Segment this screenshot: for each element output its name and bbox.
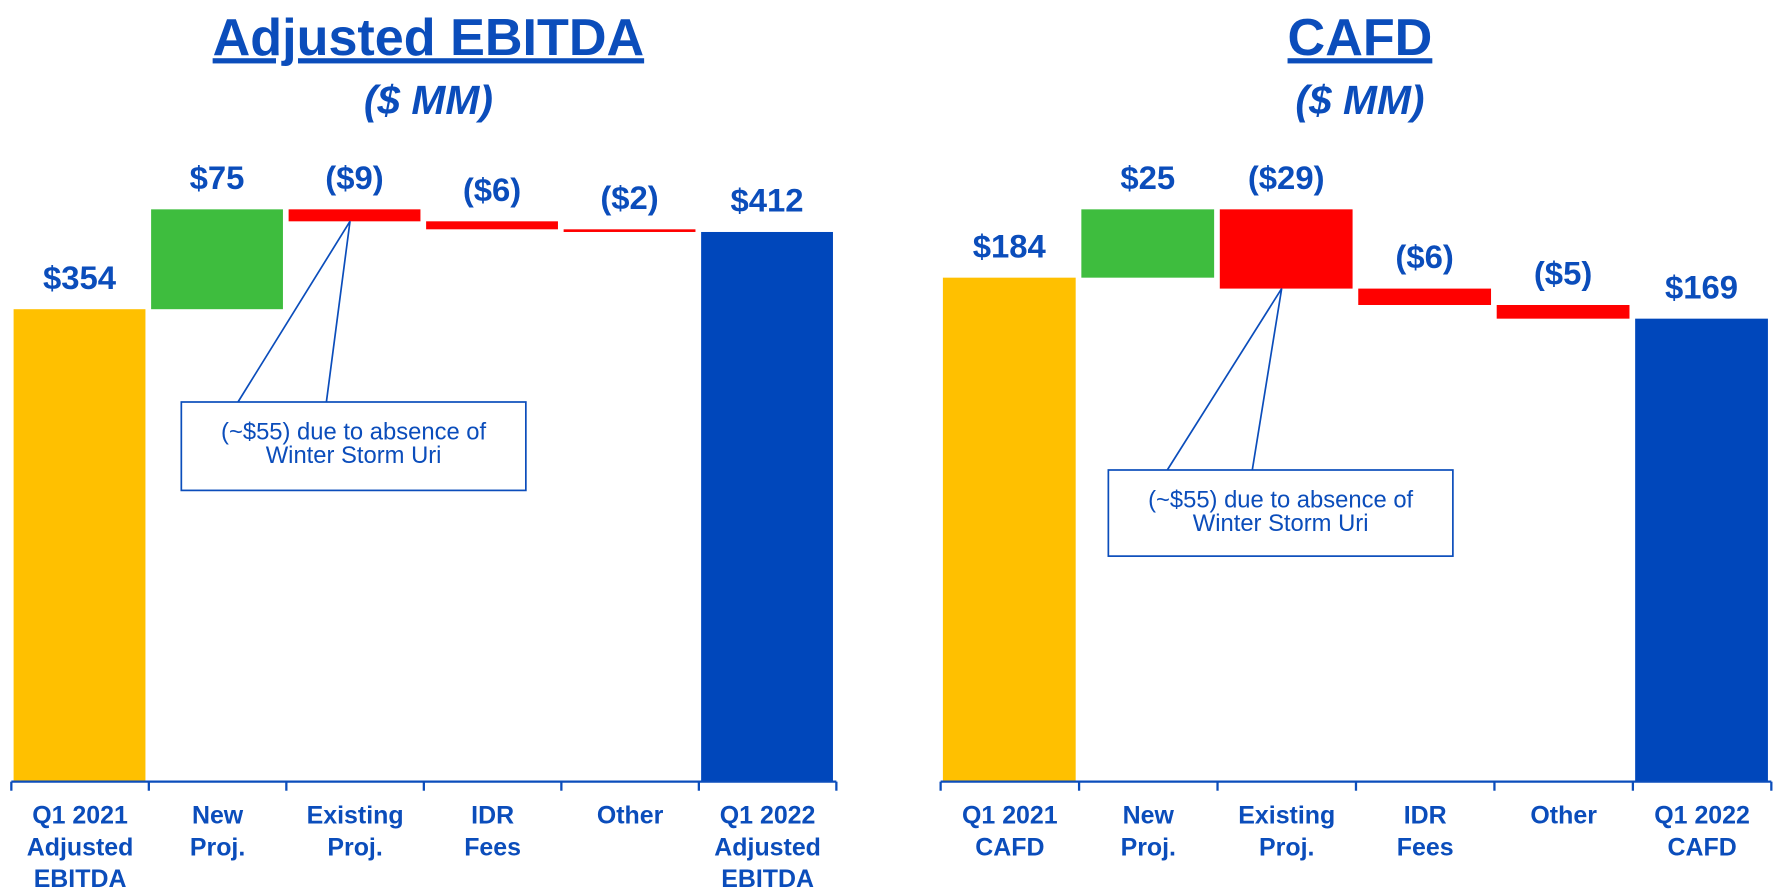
value-label: $75	[190, 159, 245, 196]
value-label: ($5)	[1534, 255, 1592, 292]
bar	[13, 309, 146, 781]
x-tick-label: Q1 2021 Adjusted EBITDA	[27, 802, 134, 889]
value-label: ($6)	[463, 171, 521, 208]
value-label: ($2)	[600, 179, 658, 216]
bar	[151, 209, 283, 310]
value-label: $184	[973, 227, 1047, 264]
callout-box	[1107, 469, 1454, 557]
bar	[1219, 209, 1353, 289]
chart-title: Adjusted EBITDA	[213, 9, 644, 67]
value-label: ($9)	[325, 159, 383, 196]
value-label: ($29)	[1248, 159, 1325, 196]
x-tick-label: IDR Fees	[1397, 802, 1454, 862]
callout-box	[180, 401, 527, 492]
bar	[426, 221, 558, 230]
value-label: $412	[730, 182, 803, 219]
x-tick-label: Q1 2021 CAFD	[962, 802, 1058, 862]
value-label: $354	[43, 259, 117, 296]
annotation: (~$55) due to absence of Winter Storm Uri	[1148, 486, 1413, 537]
chart-title: CAFD	[1288, 9, 1433, 67]
x-tick-label: Other	[1530, 802, 1597, 830]
value-label: ($6)	[1395, 238, 1453, 275]
value-label: $25	[1120, 159, 1175, 196]
value-label: $169	[1665, 268, 1738, 305]
x-tick-label: Other	[597, 802, 664, 830]
x-tick-label: IDR Fees	[464, 802, 521, 862]
bar	[288, 209, 421, 222]
x-tick-label: New Proj.	[1121, 802, 1176, 862]
callout-pointer	[237, 220, 351, 403]
bar	[1081, 209, 1215, 278]
bar	[1358, 288, 1492, 305]
x-tick-label: Q1 2022 Adjusted EBITDA	[714, 802, 821, 889]
bar	[1635, 318, 1768, 781]
callout-pointer	[1166, 288, 1283, 471]
x-tick-label: Existing Proj.	[1238, 802, 1335, 862]
bar	[701, 231, 833, 781]
chart-subtitle: ($ MM)	[1295, 77, 1424, 123]
bar	[563, 229, 696, 232]
chart-subtitle: ($ MM)	[364, 77, 493, 123]
x-tick-label: New Proj.	[190, 802, 245, 862]
annotation: (~$55) due to absence of Winter Storm Uri	[221, 418, 486, 469]
bar	[1496, 304, 1630, 319]
x-tick-label: Existing Proj.	[307, 802, 404, 862]
bar	[942, 277, 1076, 781]
x-tick-label: Q1 2022 CAFD	[1654, 802, 1750, 862]
